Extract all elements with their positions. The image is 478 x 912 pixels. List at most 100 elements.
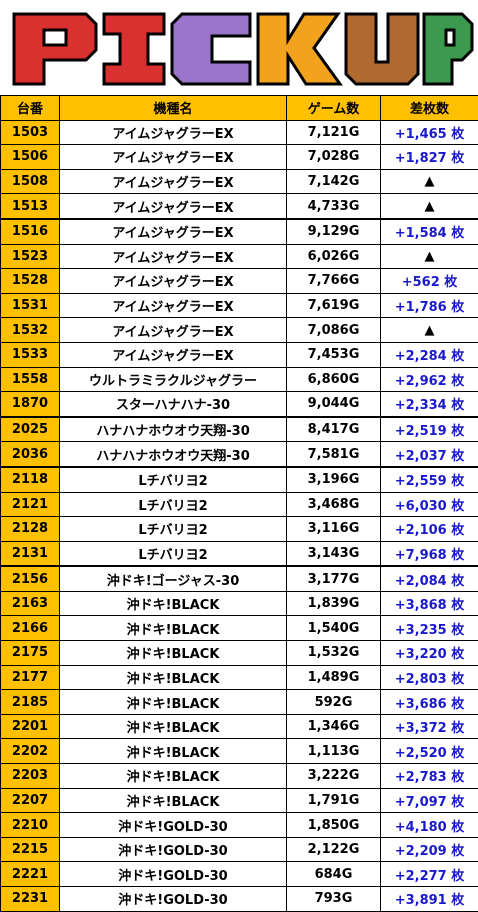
- logo-letter-c: [172, 14, 250, 84]
- game-count-cell: 592G: [287, 690, 381, 715]
- machine-name-cell: 沖ドキ!GOLD-30: [60, 813, 287, 838]
- game-count-cell: 3,222G: [287, 764, 381, 789]
- machine-name-cell: Lチバリヨ2: [60, 541, 287, 566]
- coin-difference-cell: +2,520 枚: [381, 739, 478, 764]
- game-count-cell: 6,860G: [287, 367, 381, 392]
- machine-name-cell: 沖ドキ!BLACK: [60, 690, 287, 715]
- game-count-cell: 9,129G: [287, 219, 381, 244]
- machine-name-cell: アイムジャグラーEX: [60, 120, 287, 145]
- coin-difference-cell: +3,686 枚: [381, 690, 478, 715]
- game-count-cell: 9,044G: [287, 392, 381, 417]
- machine-name-cell: 沖ドキ!BLACK: [60, 739, 287, 764]
- machine-number-cell: 2036: [1, 442, 60, 467]
- machine-number-cell: 2025: [1, 417, 60, 442]
- logo-letter-k: [258, 14, 340, 84]
- coin-difference-cell: +2,106 枚: [381, 517, 478, 542]
- coin-difference-cell: +6,030 枚: [381, 492, 478, 517]
- machine-number-cell: 1503: [1, 120, 60, 145]
- machine-number-cell: 2166: [1, 616, 60, 641]
- coin-difference-cell: +4,180 枚: [381, 813, 478, 838]
- coin-difference-cell: +2,084 枚: [381, 566, 478, 591]
- game-count-cell: 3,177G: [287, 566, 381, 591]
- coin-difference-cell: +1,465 枚: [381, 120, 478, 145]
- machine-name-cell: ハナハナホウオウ天翔-30: [60, 417, 287, 442]
- machine-name-cell: 沖ドキ!BLACK: [60, 788, 287, 813]
- coin-difference-cell: +1,827 枚: [381, 145, 478, 170]
- machine-name-cell: アイムジャグラーEX: [60, 318, 287, 343]
- game-count-cell: 3,468G: [287, 492, 381, 517]
- machine-number-cell: 1532: [1, 318, 60, 343]
- machine-number-cell: 2215: [1, 837, 60, 862]
- coin-difference-cell: ▲: [381, 169, 478, 194]
- game-count-cell: 1,489G: [287, 665, 381, 690]
- machine-number-cell: 2177: [1, 665, 60, 690]
- game-count-cell: 684G: [287, 862, 381, 887]
- coin-difference-cell: ▲: [381, 244, 478, 269]
- machine-number-cell: 1870: [1, 392, 60, 417]
- machine-name-cell: 沖ドキ!GOLD-30: [60, 862, 287, 887]
- header-coin-difference: 差枚数: [381, 96, 478, 121]
- game-count-cell: 7,453G: [287, 342, 381, 367]
- coin-difference-cell: +2,209 枚: [381, 837, 478, 862]
- machine-number-cell: 1523: [1, 244, 60, 269]
- coin-difference-cell: +3,868 枚: [381, 591, 478, 616]
- machine-number-cell: 2210: [1, 813, 60, 838]
- logo-letter-p: [14, 14, 96, 84]
- game-count-cell: 7,619G: [287, 293, 381, 318]
- game-count-cell: 1,791G: [287, 788, 381, 813]
- game-count-cell: 7,086G: [287, 318, 381, 343]
- game-count-cell: 1,346G: [287, 714, 381, 739]
- machine-name-cell: 沖ドキ!ゴージャス-30: [60, 566, 287, 591]
- game-count-cell: 793G: [287, 887, 381, 912]
- coin-difference-cell: +7,097 枚: [381, 788, 478, 813]
- coin-difference-cell: +2,559 枚: [381, 467, 478, 492]
- coin-difference-cell: +7,968 枚: [381, 541, 478, 566]
- machine-number-cell: 2131: [1, 541, 60, 566]
- coin-difference-cell: +1,584 枚: [381, 219, 478, 244]
- machine-number-cell: 2121: [1, 492, 60, 517]
- machine-name-cell: 沖ドキ!BLACK: [60, 764, 287, 789]
- machine-number-cell: 1516: [1, 219, 60, 244]
- machine-name-cell: アイムジャグラーEX: [60, 293, 287, 318]
- pickup-logo: [0, 0, 478, 95]
- machine-number-cell: 1508: [1, 169, 60, 194]
- game-count-cell: 3,143G: [287, 541, 381, 566]
- machine-number-cell: 1531: [1, 293, 60, 318]
- header-machine-number: 台番: [1, 96, 60, 121]
- game-count-cell: 2,122G: [287, 837, 381, 862]
- machine-name-cell: ウルトラミラクルジャグラー: [60, 367, 287, 392]
- game-count-cell: 1,540G: [287, 616, 381, 641]
- machine-number-cell: 2231: [1, 887, 60, 912]
- header-game-count: ゲーム数: [287, 96, 381, 121]
- machine-name-cell: アイムジャグラーEX: [60, 219, 287, 244]
- coin-difference-cell: +2,334 枚: [381, 392, 478, 417]
- machine-name-cell: スターハナハナ-30: [60, 392, 287, 417]
- logo-letter-p2: [424, 14, 472, 84]
- game-count-cell: 3,116G: [287, 517, 381, 542]
- table-header-row: 台番 機種名 ゲーム数 差枚数: [1, 96, 478, 121]
- game-count-cell: 6,026G: [287, 244, 381, 269]
- machine-name-cell: 沖ドキ!BLACK: [60, 591, 287, 616]
- coin-difference-cell: +3,235 枚: [381, 616, 478, 641]
- coin-difference-cell: +2,277 枚: [381, 862, 478, 887]
- machine-number-cell: 2175: [1, 641, 60, 666]
- game-count-cell: 7,766G: [287, 269, 381, 294]
